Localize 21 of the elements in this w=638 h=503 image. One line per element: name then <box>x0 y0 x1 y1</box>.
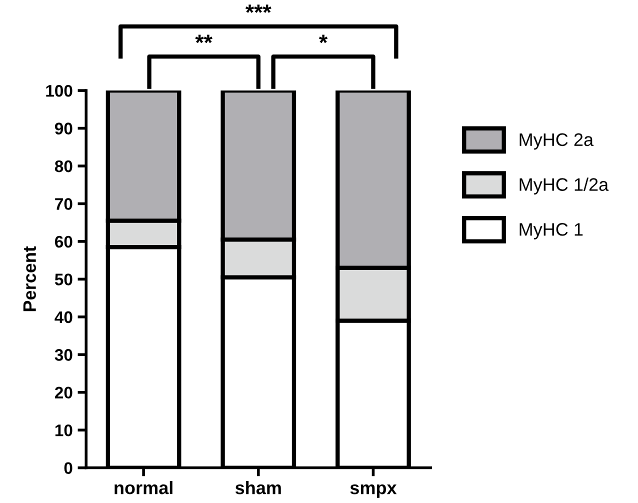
y-axis-title: Percent <box>23 246 36 312</box>
text: ** <box>195 34 212 44</box>
y-tick-label: 100 <box>46 84 72 97</box>
y-tick-label: 50 <box>54 274 72 286</box>
legend-label: MyHC 1/2a <box>520 178 609 195</box>
y-tick-label: 20 <box>54 386 72 399</box>
y-tick-label: 0 <box>64 462 72 474</box>
y-tick-label: 80 <box>54 160 72 172</box>
x-tick-label: sham <box>235 480 281 494</box>
y-tick-label: 70 <box>55 198 72 210</box>
y-tick-label: 60 <box>55 236 72 248</box>
x-tick-label: smpx <box>350 484 397 498</box>
text: *** <box>245 4 272 13</box>
legend-label: MyHC 1 <box>520 223 583 240</box>
text: * <box>319 34 328 44</box>
x-tick-label: normal <box>114 480 172 494</box>
y-tick-label: 90 <box>54 122 72 134</box>
y-tick-label: 10 <box>55 424 72 436</box>
y-tick-label: 40 <box>54 311 72 324</box>
y-tick-label: 30 <box>54 349 72 361</box>
legend-label: MyHC 2a <box>520 133 594 150</box>
